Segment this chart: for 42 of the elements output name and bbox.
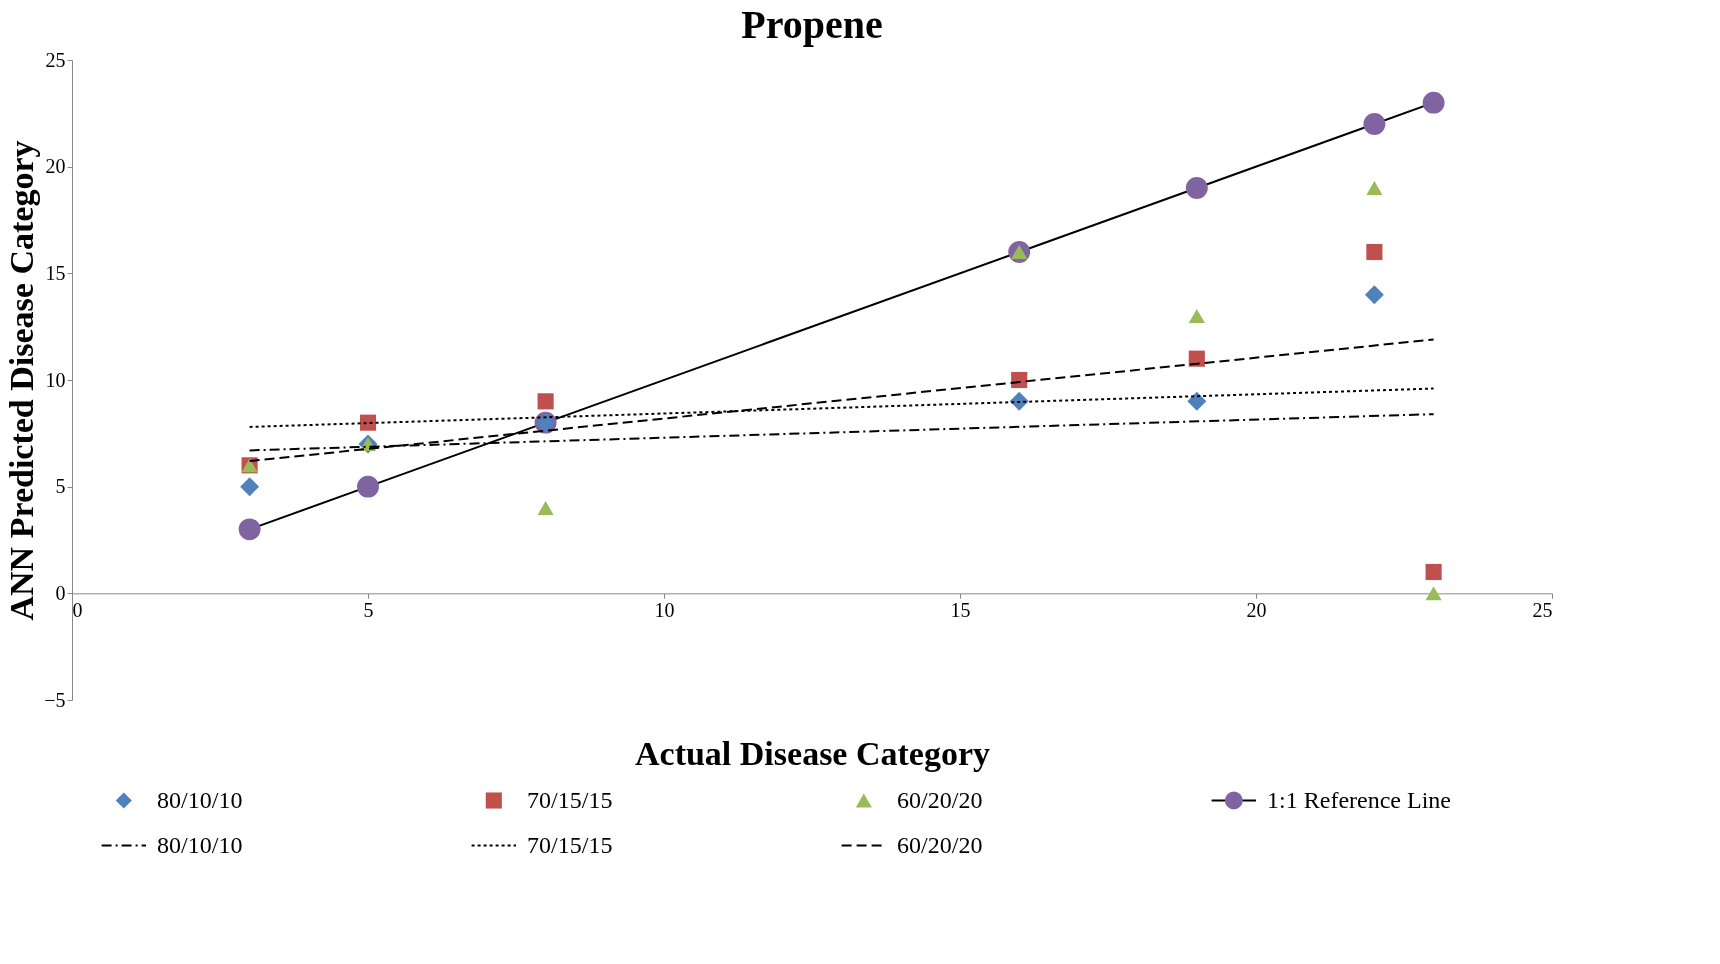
point	[1011, 371, 1028, 389]
chart-title: Propene	[741, 2, 883, 47]
point	[1363, 113, 1386, 135]
point	[1425, 563, 1442, 581]
point	[1366, 181, 1383, 195]
point	[1188, 309, 1205, 323]
point	[1009, 391, 1029, 411]
legend-label: 80/10/10	[157, 786, 243, 813]
legend-label: 70/15/15	[527, 786, 613, 813]
y-tick-label: 25	[45, 48, 66, 71]
x-tick-label: 0	[72, 598, 83, 621]
point	[1188, 350, 1205, 367]
point	[537, 501, 554, 515]
legend-label: 60/20/20	[897, 786, 983, 813]
point	[1366, 243, 1383, 261]
point	[357, 475, 379, 498]
y-tick-label: 20	[45, 155, 66, 178]
y-axis-title: ANN Predicted Disease Category	[3, 140, 41, 621]
y-tick-label: 10	[45, 368, 66, 391]
x-tick-label: 15	[950, 598, 971, 621]
point	[359, 414, 377, 431]
legend-label: 70/15/15	[527, 831, 613, 858]
x-axis-title: Actual Disease Category	[634, 734, 991, 772]
y-tick-label: 15	[45, 261, 66, 284]
x-tick-label: 20	[1246, 598, 1267, 621]
point	[238, 518, 261, 541]
legend-label: 80/10/10	[157, 831, 243, 858]
point	[537, 393, 554, 410]
y-tick-label: 5	[55, 475, 66, 498]
point	[1425, 586, 1442, 601]
x-tick-label: 10	[654, 598, 675, 621]
legend-label: 60/20/20	[897, 831, 983, 858]
x-tick-label: 5	[363, 598, 374, 621]
x-tick-label: 25	[1532, 598, 1553, 621]
y-tick-label: 0	[55, 581, 66, 604]
point	[1422, 91, 1445, 114]
y-tick-label: −5	[44, 688, 66, 711]
legend-label: 1:1 Reference Line	[1267, 786, 1452, 813]
point	[1187, 391, 1207, 411]
point	[1364, 285, 1384, 305]
point	[240, 477, 260, 497]
point	[1185, 177, 1208, 199]
